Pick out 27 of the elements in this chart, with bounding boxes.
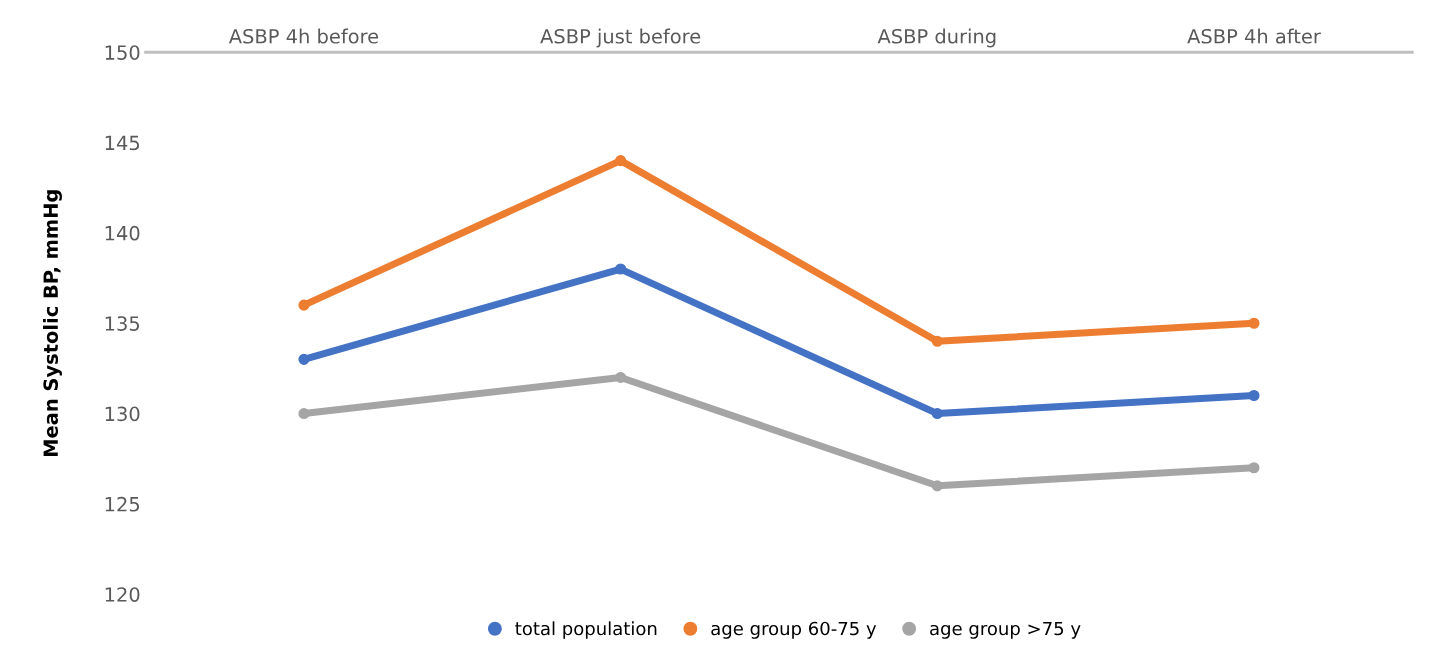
x-tick-label: ASBP 4h after xyxy=(1187,28,1321,44)
point xyxy=(298,353,310,365)
legend-label: age group 60-75 y xyxy=(711,621,877,639)
point xyxy=(298,299,310,311)
point xyxy=(298,408,310,420)
point xyxy=(931,480,943,492)
point xyxy=(615,155,627,167)
y-tick-label: 145 xyxy=(105,135,140,151)
legend-label: age group >75 y xyxy=(930,621,1081,639)
y-tick-label: 150 xyxy=(105,45,140,60)
legend-label: total population xyxy=(515,621,657,639)
y-tick-label: 120 xyxy=(105,587,140,602)
point xyxy=(615,263,627,275)
x-tick-label: ASBP just before xyxy=(540,28,701,48)
y-tick-label: 130 xyxy=(105,406,140,422)
x-tick-label: ASBP 4h before xyxy=(228,28,379,44)
point xyxy=(1248,462,1260,474)
y-tick-label: 140 xyxy=(105,225,140,241)
x-tick-label: ASBP during xyxy=(877,28,996,48)
y-axis-title: Mean Systolic BP, mmHg xyxy=(42,190,62,457)
y-tick-label: 125 xyxy=(105,496,140,512)
point xyxy=(931,335,943,347)
y-tick-label: 135 xyxy=(105,316,140,331)
point xyxy=(615,371,627,383)
point xyxy=(1248,389,1260,402)
point xyxy=(1248,317,1260,329)
point xyxy=(931,408,943,420)
